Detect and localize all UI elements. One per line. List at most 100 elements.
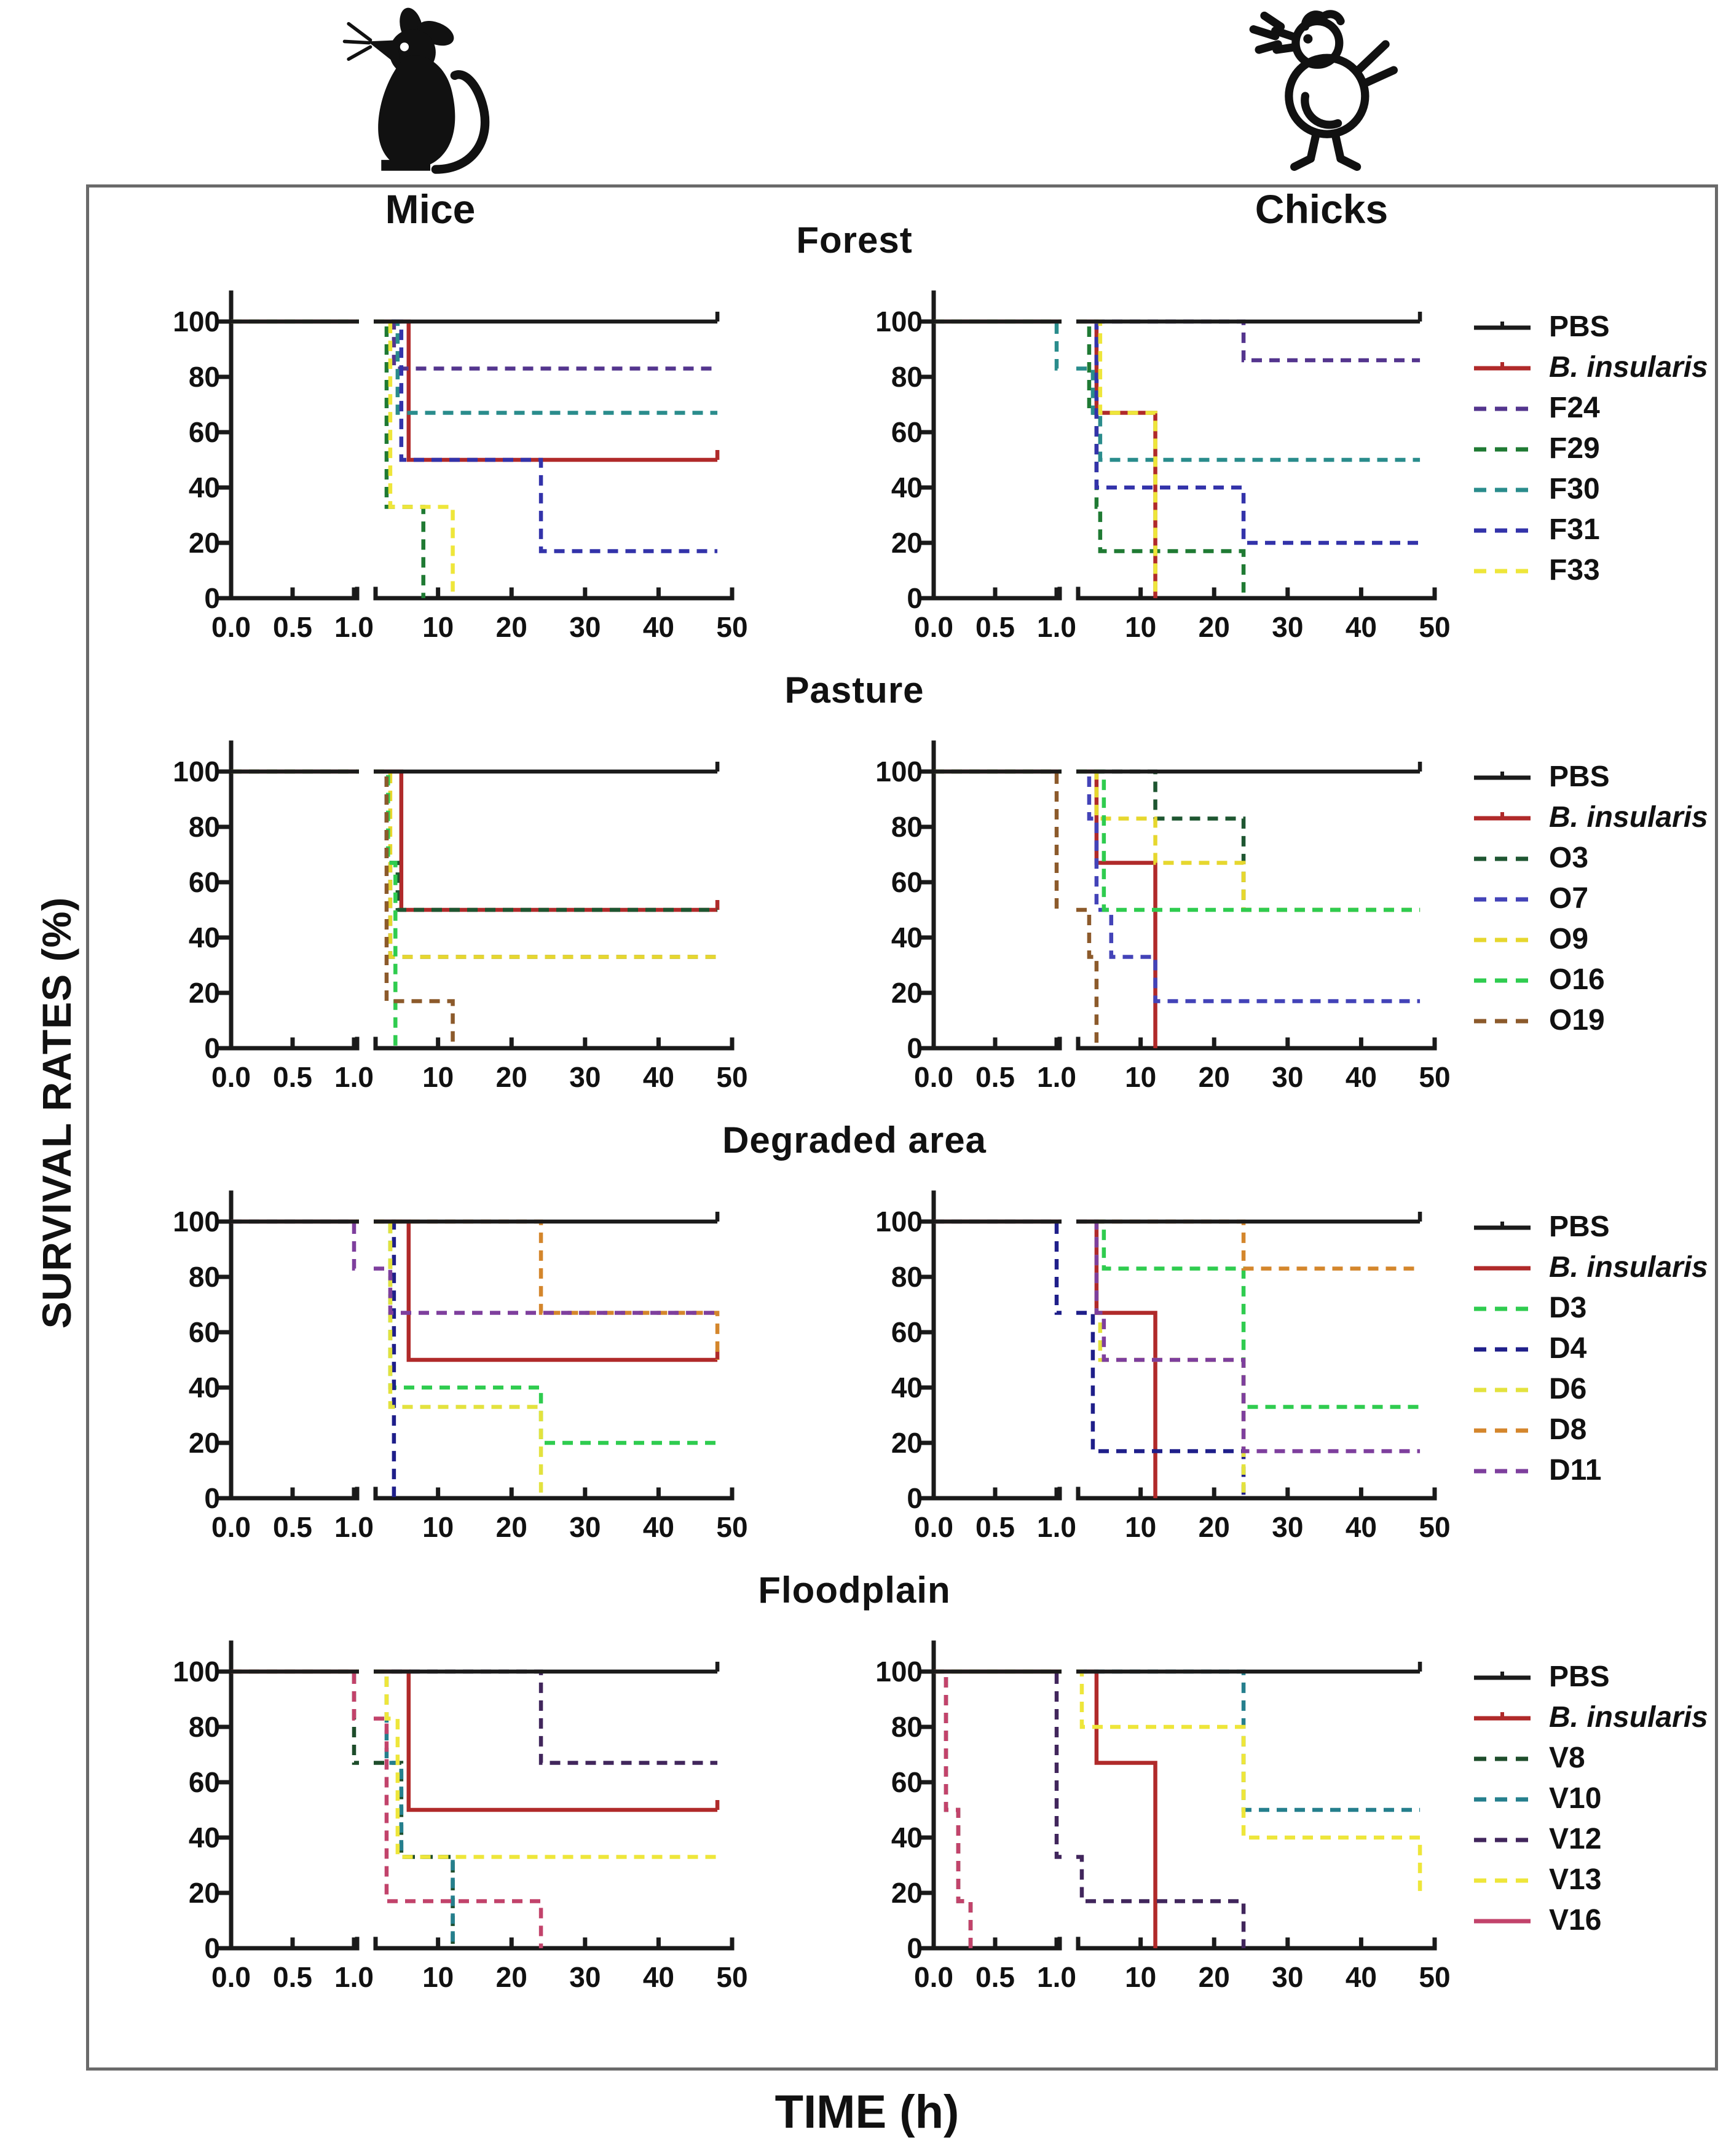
- axes: [920, 740, 1437, 1051]
- svg-text:1.0: 1.0: [334, 611, 374, 643]
- svg-text:0.0: 0.0: [211, 1961, 251, 1993]
- legend-item-V13: V13: [1473, 1859, 1708, 1900]
- legend-forest: PBS B. insularis F24 F29 F30 F31 F33: [1473, 306, 1708, 590]
- legend-label: O3: [1549, 841, 1589, 874]
- svg-text:50: 50: [1419, 611, 1450, 643]
- svg-text:10: 10: [422, 1961, 454, 1993]
- svg-text:10: 10: [1125, 1961, 1156, 1993]
- svg-text:60: 60: [891, 866, 923, 898]
- section-title-forest: Forest: [796, 219, 913, 261]
- svg-text:10: 10: [1125, 1061, 1156, 1093]
- svg-text:30: 30: [569, 1961, 601, 1993]
- legend-label: D6: [1549, 1372, 1587, 1405]
- tick-labels: 0 20 40 60 80 100 0.0 0.5 1.0 10 20 30 40 50: [875, 756, 1450, 1093]
- tick-labels: 0 20 40 60 80 100 0.0 0.5 1.0 10 20 30 40 50: [173, 306, 747, 643]
- legend-swatch: [1473, 482, 1532, 496]
- svg-text:20: 20: [1199, 611, 1230, 643]
- svg-text:30: 30: [1272, 1511, 1303, 1543]
- legend-item-D4: D4: [1473, 1328, 1708, 1368]
- tick-labels: 0 20 40 60 80 100 0.0 0.5 1.0 10 20 30 40 50: [875, 1206, 1450, 1543]
- series-line-V12: [934, 1669, 1246, 1948]
- tick-labels: 0 20 40 60 80 100 0.0 0.5 1.0 10 20 30 40 50: [173, 1206, 747, 1543]
- legend-label: V16: [1549, 1903, 1602, 1937]
- series-line-O7: [934, 769, 1421, 1003]
- y-axis-label: SURVIVAL RATES (%): [34, 896, 79, 1329]
- legend-label: D11: [1549, 1453, 1602, 1487]
- svg-text:0: 0: [204, 582, 220, 614]
- legend-label: D4: [1549, 1332, 1587, 1365]
- svg-text:40: 40: [189, 1372, 220, 1404]
- svg-text:80: 80: [891, 361, 923, 393]
- svg-text:0.0: 0.0: [914, 1061, 953, 1093]
- panel-forest-chicks: 0 20 40 60 80 100 0.0 0.5 1.0 10 20 30 40 50: [854, 263, 1468, 669]
- series-line-D11: [231, 1219, 718, 1315]
- pasture-mice-plot: 0 20 40 60 80 100 0.0 0.5 1.0 10 20 30 40 50: [173, 740, 748, 1093]
- svg-text:40: 40: [1346, 1961, 1377, 1993]
- legend-item-F24: F24: [1473, 387, 1708, 428]
- svg-text:1.0: 1.0: [334, 1061, 374, 1093]
- svg-text:20: 20: [496, 1961, 527, 1993]
- svg-text:0.5: 0.5: [975, 1511, 1015, 1543]
- legend-item-B-insularis: B. insularis: [1473, 1247, 1708, 1287]
- legend-label: D3: [1549, 1291, 1587, 1324]
- series-line-F33: [934, 319, 1157, 598]
- legend-label: O16: [1549, 963, 1605, 996]
- svg-text:10: 10: [422, 611, 454, 643]
- legend-label: B. insularis: [1549, 1700, 1708, 1734]
- legend-item-D8: D8: [1473, 1409, 1708, 1450]
- svg-text:20: 20: [189, 527, 220, 559]
- legend-label: B. insularis: [1549, 350, 1708, 384]
- legend-swatch: [1473, 973, 1532, 986]
- svg-text:60: 60: [891, 416, 923, 448]
- svg-text:40: 40: [891, 922, 923, 954]
- legend-item-V10: V10: [1473, 1778, 1708, 1818]
- svg-text:20: 20: [496, 611, 527, 643]
- svg-text:100: 100: [173, 306, 220, 338]
- legend-item-PBS: PBS: [1473, 756, 1708, 797]
- series-line-O16: [231, 769, 398, 1048]
- svg-text:40: 40: [189, 922, 220, 954]
- section-title-floodplain: Floodplain: [758, 1570, 951, 1611]
- legend-item-PBS: PBS: [1473, 1656, 1708, 1697]
- svg-text:30: 30: [1272, 1961, 1303, 1993]
- section-title-degraded-area: Degraded area: [722, 1119, 987, 1161]
- svg-text:20: 20: [891, 1877, 923, 1909]
- svg-text:20: 20: [891, 977, 923, 1009]
- svg-text:40: 40: [891, 1372, 923, 1404]
- svg-text:1.0: 1.0: [1037, 1511, 1076, 1543]
- svg-text:50: 50: [716, 1061, 747, 1093]
- panel-degraded-mice: 0 20 40 60 80 100 0.0 0.5 1.0 10 20 30 40 50: [151, 1163, 766, 1569]
- svg-text:40: 40: [643, 611, 674, 643]
- svg-text:50: 50: [716, 1961, 747, 1993]
- series-line-V10: [934, 1669, 1421, 1812]
- legend-label: F24: [1549, 391, 1600, 424]
- legend-item-B-insularis: B. insularis: [1473, 797, 1708, 837]
- svg-text:0: 0: [907, 1932, 923, 1964]
- legend-label: V13: [1549, 1863, 1602, 1896]
- legend-swatch: [1473, 891, 1532, 905]
- axes: [920, 1190, 1437, 1501]
- legend-item-F31: F31: [1473, 509, 1708, 550]
- panel-forest-mice: 0 20 40 60 80 100 0.0 0.5 1.0 10 20 30 40 50: [151, 263, 766, 669]
- series-line-F24: [231, 319, 718, 371]
- series-line-B-insularis: [231, 1219, 718, 1362]
- legend-label: PBS: [1549, 760, 1610, 793]
- series-line-O3: [934, 769, 1421, 912]
- svg-text:0.0: 0.0: [211, 1511, 251, 1543]
- svg-text:10: 10: [422, 1511, 454, 1543]
- legend-item-O16: O16: [1473, 959, 1708, 1000]
- svg-text:80: 80: [891, 1711, 923, 1743]
- series-line-O7: [231, 769, 718, 959]
- svg-text:60: 60: [189, 866, 220, 898]
- legend-pasture: PBS B. insularis O3 O7 O9 O16 O19: [1473, 756, 1708, 1040]
- svg-text:0: 0: [907, 582, 923, 614]
- svg-text:80: 80: [189, 361, 220, 393]
- series-line-F31: [231, 319, 718, 553]
- legend-swatch: [1473, 770, 1532, 783]
- legend-label: F30: [1549, 472, 1600, 505]
- svg-text:0: 0: [204, 1932, 220, 1964]
- legend-item-PBS: PBS: [1473, 306, 1708, 347]
- legend-label: V8: [1549, 1741, 1585, 1774]
- legend-label: B. insularis: [1549, 1250, 1708, 1284]
- svg-text:20: 20: [1199, 1511, 1230, 1543]
